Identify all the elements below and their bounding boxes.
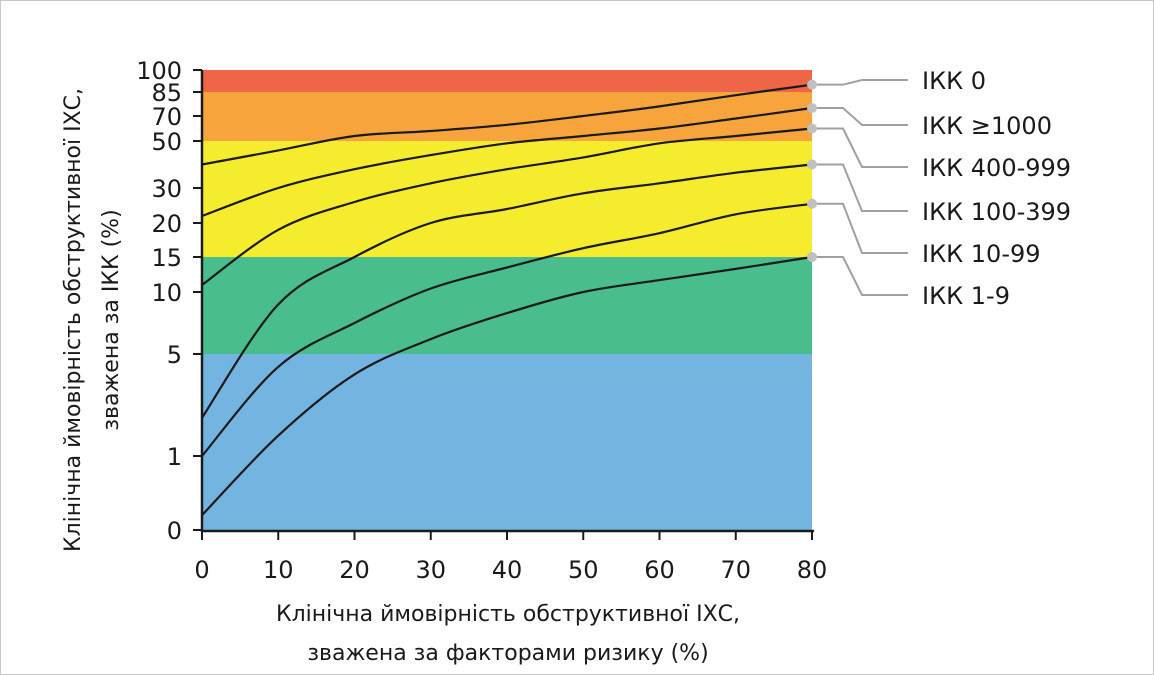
band-very-high (202, 70, 812, 92)
legend-label-3: ІКК 400-999 (922, 154, 1071, 182)
x-tick-label-60: 60 (644, 556, 675, 584)
band-intermediate (202, 141, 812, 257)
band-very-low (202, 354, 812, 530)
legend-label-4: ІКК 100-399 (922, 198, 1071, 226)
series-end-marker-1 (807, 79, 817, 90)
x-tick-label-80: 80 (797, 556, 828, 584)
series-end-marker-4 (807, 159, 817, 170)
x-tick-label-30: 30 (415, 556, 446, 584)
y-tick-label-15: 15 (151, 244, 182, 272)
series-end-marker-3 (807, 123, 817, 134)
y-tick-label-10: 10 (151, 279, 182, 307)
x-tick-label-10: 10 (263, 556, 294, 584)
series-end-marker-6 (807, 252, 817, 262)
y-tick-label-85: 85 (151, 79, 182, 107)
y-axis-title-line1: Клінічна ймовірність обструктивної ІХС, (61, 88, 86, 552)
x-tick-labels: 0 10 20 30 40 50 60 70 80 (194, 531, 827, 584)
legend-connector-2 (814, 107, 908, 126)
curve-series-3 (201, 127, 813, 286)
legend-label-6: ІКК 1-9 (922, 282, 1010, 310)
curves (201, 83, 813, 516)
y-tick-label-50: 50 (151, 128, 182, 156)
y-tick-label-20: 20 (151, 210, 182, 238)
legend-connector-4 (814, 163, 908, 212)
y-tick-label-100: 100 (136, 57, 182, 85)
y-tick-label-30: 30 (151, 175, 182, 203)
legend-connector-5 (814, 202, 908, 254)
x-axis-title-line1: Клінічна ймовірність обструктивної ІХС, (276, 602, 740, 627)
x-tick-label-70: 70 (720, 556, 751, 584)
curve-series-4 (201, 163, 813, 419)
x-tick-label-50: 50 (568, 556, 599, 584)
y-tick-label-70: 70 (151, 103, 182, 131)
x-tick-label-20: 20 (339, 556, 370, 584)
curve-series-2 (201, 106, 813, 218)
curve-series-5 (201, 202, 813, 457)
legend-label-2: ІКК ≥1000 (922, 112, 1052, 140)
legend-connector-3 (814, 127, 908, 168)
series-end-marker-2 (807, 103, 817, 113)
legend: ІКК 0 ІКК ≥1000 ІКК 400-999 ІКК 100-399 ІКК … (807, 67, 1071, 310)
legend-connector-1 (814, 79, 908, 86)
curve-series-1 (201, 83, 813, 166)
series-end-marker-5 (807, 198, 817, 209)
x-tick-label-0: 0 (194, 556, 209, 584)
y-axis-title-line2: зважена за ІКК (%) (99, 209, 124, 430)
x-axis-title-line2: зважена за факторами ризику (%) (307, 641, 708, 666)
curve-series-6 (201, 255, 813, 516)
y-tick-label-0: 0 (167, 517, 182, 545)
y-tick-label-1: 1 (167, 443, 182, 471)
legend-label-5: ІКК 10-99 (922, 240, 1041, 268)
band-high (202, 92, 812, 141)
x-tick-label-40: 40 (492, 556, 523, 584)
y-tick-label-5: 5 (167, 341, 182, 369)
legend-label-1: ІКК 0 (922, 67, 986, 95)
legend-connector-6 (814, 256, 908, 296)
risk-bands (202, 70, 812, 530)
